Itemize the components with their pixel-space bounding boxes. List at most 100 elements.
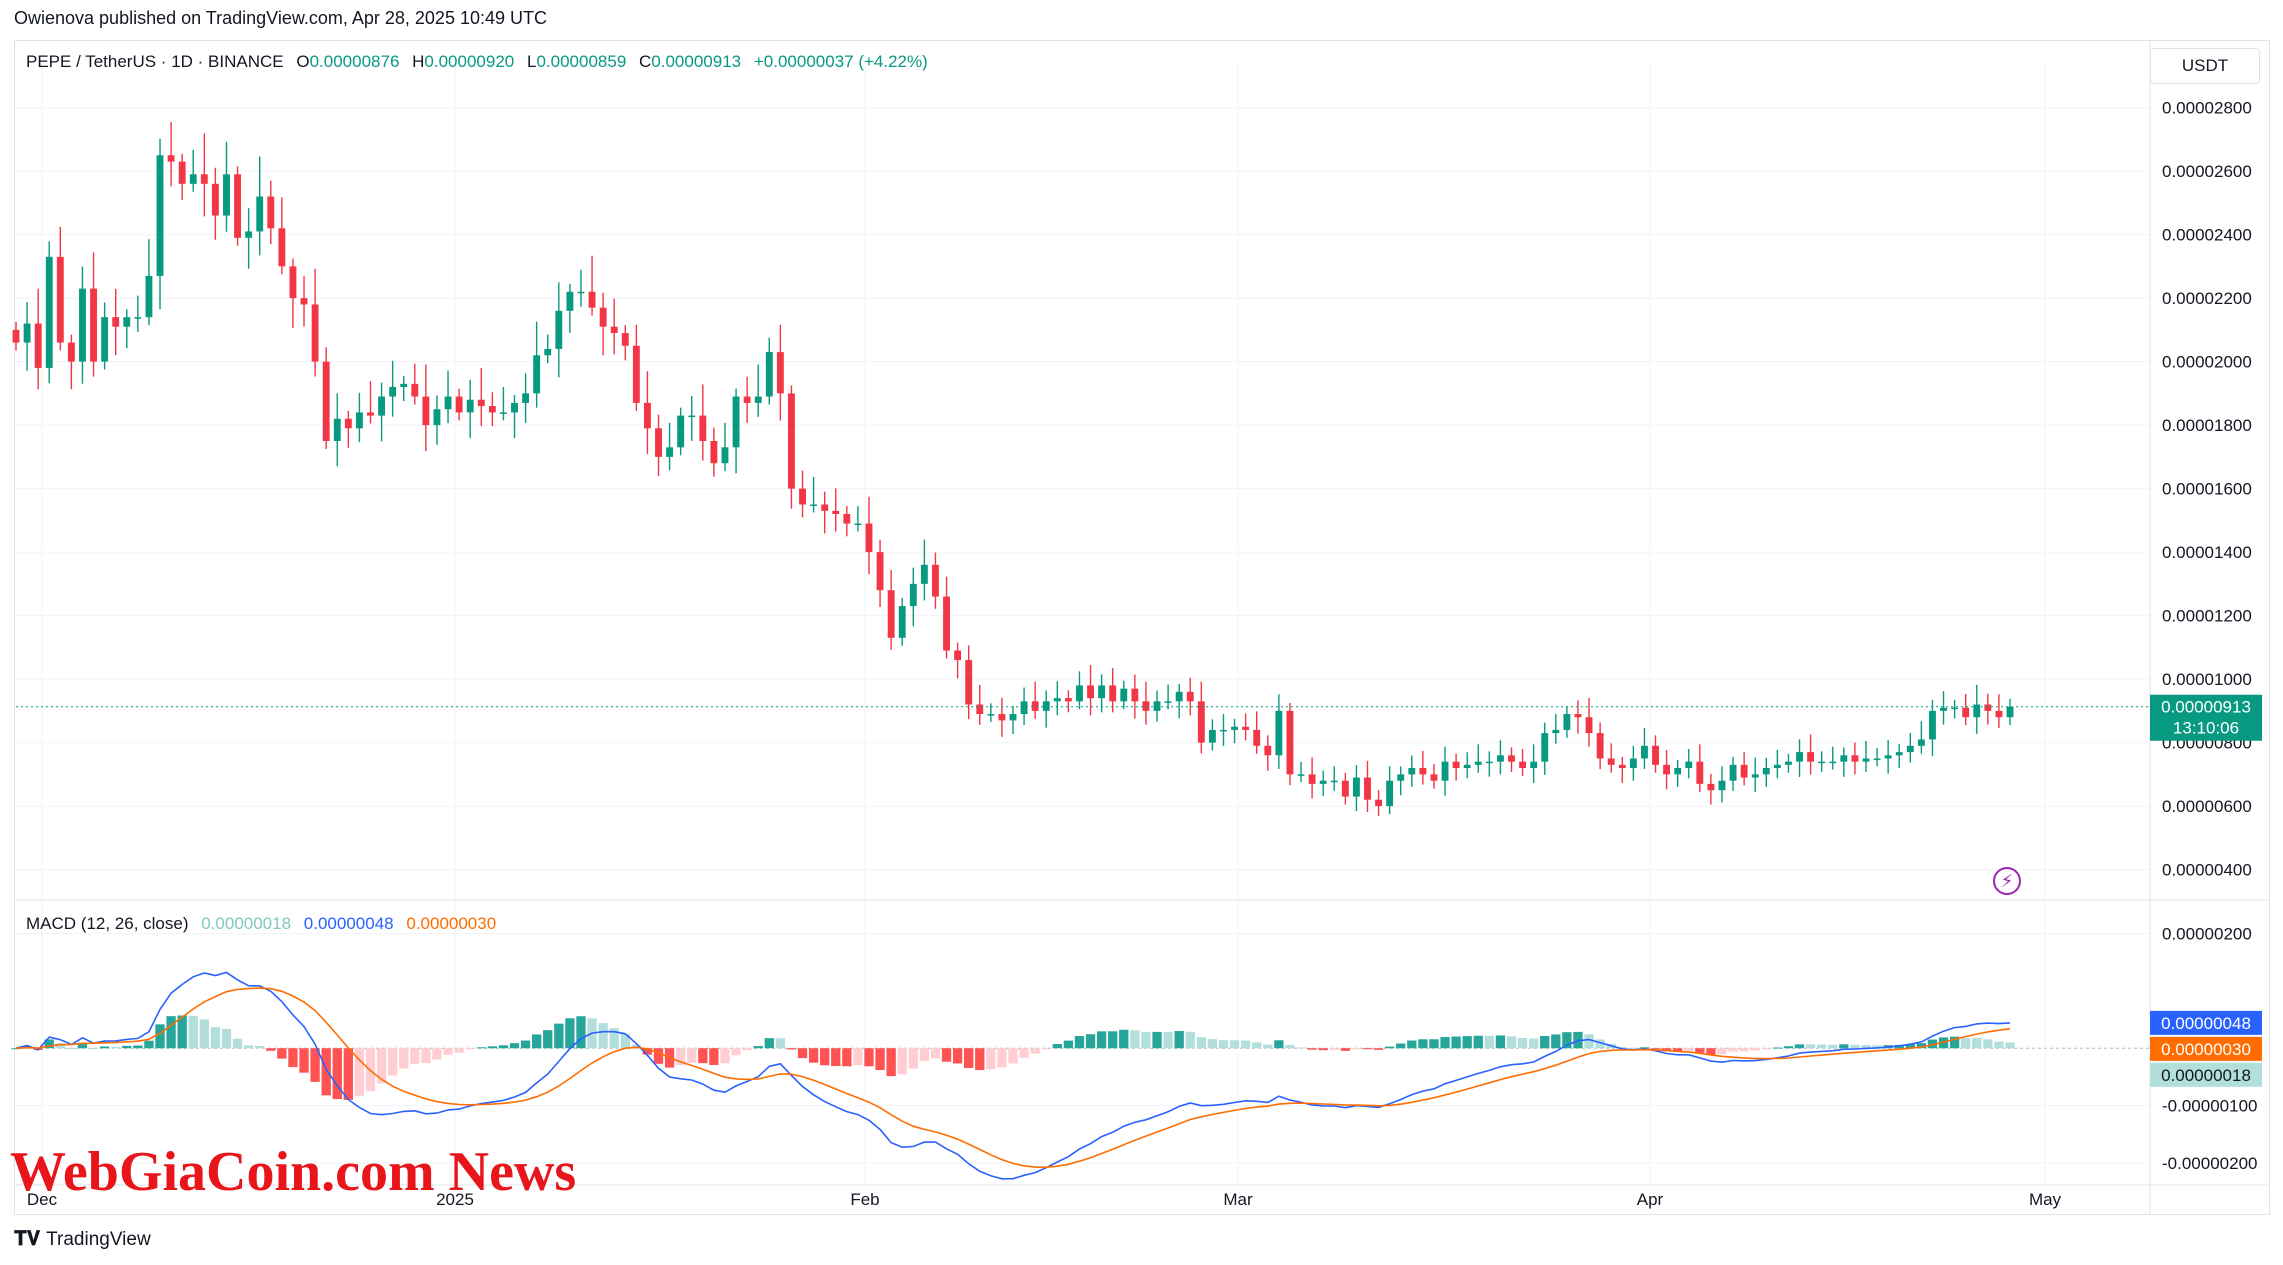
candle [433,395,441,445]
candle-body [1009,714,1017,721]
histogram-bar [465,1048,475,1050]
histogram-bar [277,1048,287,1059]
histogram-bar [1296,1047,1306,1049]
candle [278,197,286,275]
histogram-bar [210,1027,221,1049]
close-label: C [639,52,652,71]
histogram-bar [842,1048,852,1067]
candle [1197,681,1205,754]
lightning-icon[interactable]: ⚡ [1993,867,2021,895]
histogram-bar [1506,1036,1517,1049]
histogram-bar [1152,1031,1162,1049]
macd-value-tag [2150,1062,2262,1087]
candle-body [743,396,751,403]
candle-body [765,352,773,397]
candle [1153,690,1161,722]
histogram-bar [1828,1044,1838,1049]
histogram-bar [332,1048,342,1100]
candle [1397,766,1405,796]
candle-body [1197,701,1205,743]
candle [1231,718,1238,744]
candle [721,422,729,472]
candle-body [378,396,386,416]
histogram-bar [1861,1045,1871,1049]
candle [1685,749,1693,779]
candle-body [987,714,995,716]
chart-frame [14,40,2270,1215]
histogram-bar [1927,1039,1938,1049]
candle-body [422,396,430,426]
candle-body [754,396,762,403]
histogram-bar [775,1038,786,1049]
histogram-bar [554,1023,564,1049]
candle [1818,751,1826,772]
histogram-bar [1119,1029,1129,1049]
candle [34,288,42,390]
candle [167,122,175,187]
candle-body [444,396,452,410]
histogram-bar [642,1048,653,1055]
candle-body [643,402,651,429]
histogram-bar [1839,1044,1849,1049]
candle-body [1286,710,1294,775]
candle-body [566,291,574,311]
histogram-bar [221,1028,232,1049]
candle [211,167,219,240]
candle [333,393,341,467]
histogram-bar [1252,1042,1262,1049]
candle [1142,681,1150,725]
time-tick-label: Mar [1223,1190,1253,1209]
histogram-bar [1872,1045,1882,1049]
candle-body [355,412,363,429]
price-tick-label: 0.00002600 [2162,162,2252,181]
histogram-bar [753,1046,763,1049]
change-value: +0.00000037 (+4.22%) [753,52,928,71]
candle-body [300,298,308,305]
histogram-bar [997,1048,1007,1068]
candle-body [289,266,297,299]
candle-body [1352,777,1360,797]
candle-body [267,196,275,229]
candle [943,576,950,659]
candle-body [56,256,64,343]
candle [223,141,230,232]
candle-body [666,447,674,457]
candle [1485,751,1493,777]
macd-line [15,971,2011,1180]
candle-body [821,504,829,511]
histogram-bar [421,1048,431,1064]
candle [378,382,386,442]
histogram-bar [1052,1044,1062,1049]
histogram-bar [354,1048,365,1096]
histogram-bar [266,1048,276,1051]
histogram-bar [2005,1042,2015,1049]
candle [1530,744,1538,783]
histogram-bar [1551,1034,1561,1049]
candle [1995,694,2003,728]
candle-body [1319,780,1327,784]
histogram-bar [1584,1034,1594,1049]
candle [1707,773,1715,805]
histogram-bar [1562,1032,1572,1049]
candle-body [67,342,75,362]
candle [123,309,131,349]
ohlc-legend: PEPE / TetherUS · 1D · BINANCE O0.000008… [26,52,936,72]
grid [16,40,2270,1215]
symbol-label[interactable]: PEPE / TetherUS · 1D · BINANCE [26,52,284,71]
histogram-bar [1274,1040,1284,1049]
candle [455,388,463,421]
histogram-bar [1529,1038,1539,1049]
candle-body [832,510,840,515]
macd-tick-label: 0.00000200 [2162,925,2252,944]
candle-body [477,399,485,407]
histogram-bar [299,1048,309,1073]
histogram-bar [1462,1036,1472,1049]
candle-body [211,183,219,216]
candle [1519,749,1527,776]
macd-indicator-name[interactable]: MACD (12, 26, close) [26,914,189,933]
currency-unit-button[interactable]: USDT [2150,48,2260,84]
candle [1496,740,1504,775]
candle [1120,680,1128,710]
candle-body [1951,707,1959,710]
